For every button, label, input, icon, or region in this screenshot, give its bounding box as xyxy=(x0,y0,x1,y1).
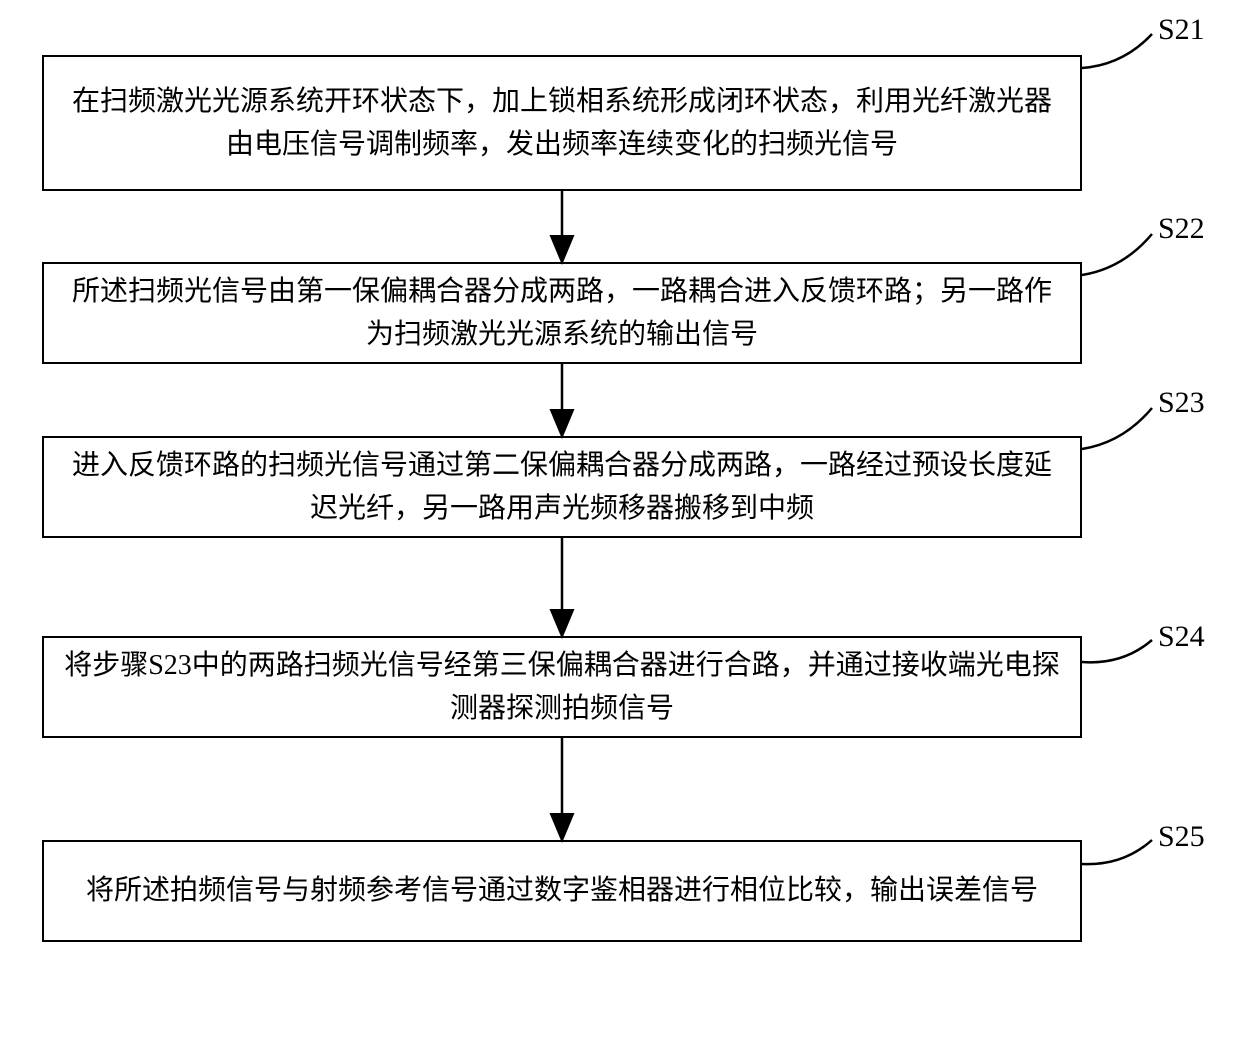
flow-step-s22-text: 所述扫频光信号由第一保偏耦合器分成两路，一路耦合进入反馈环路；另一路作为扫频激光… xyxy=(64,270,1060,357)
callout-S21 xyxy=(1082,34,1152,68)
step-tag-s22: S22 xyxy=(1158,212,1205,246)
callout-S24 xyxy=(1082,640,1152,662)
step-tag-s25: S25 xyxy=(1158,820,1205,854)
step-tag-s24: S24 xyxy=(1158,620,1205,654)
callout-S23 xyxy=(1082,408,1152,449)
flow-step-s21-text: 在扫频激光光源系统开环状态下，加上锁相系统形成闭环状态，利用光纤激光器由电压信号… xyxy=(64,80,1060,167)
flow-step-s23-text: 进入反馈环路的扫频光信号通过第二保偏耦合器分成两路，一路经过预设长度延迟光纤，另… xyxy=(64,444,1060,531)
flow-step-s24: 将步骤S23中的两路扫频光信号经第三保偏耦合器进行合路，并通过接收端光电探测器探… xyxy=(42,636,1082,738)
step-tag-s21: S21 xyxy=(1158,13,1205,47)
flow-step-s21: 在扫频激光光源系统开环状态下，加上锁相系统形成闭环状态，利用光纤激光器由电压信号… xyxy=(42,55,1082,191)
flow-step-s25: 将所述拍频信号与射频参考信号通过数字鉴相器进行相位比较，输出误差信号 xyxy=(42,840,1082,942)
flow-step-s24-text: 将步骤S23中的两路扫频光信号经第三保偏耦合器进行合路，并通过接收端光电探测器探… xyxy=(64,644,1060,731)
callout-S25 xyxy=(1082,840,1152,864)
step-tag-s23: S23 xyxy=(1158,386,1205,420)
flow-step-s22: 所述扫频光信号由第一保偏耦合器分成两路，一路耦合进入反馈环路；另一路作为扫频激光… xyxy=(42,262,1082,364)
callout-S22 xyxy=(1082,234,1152,275)
flow-step-s23: 进入反馈环路的扫频光信号通过第二保偏耦合器分成两路，一路经过预设长度延迟光纤，另… xyxy=(42,436,1082,538)
flow-step-s25-text: 将所述拍频信号与射频参考信号通过数字鉴相器进行相位比较，输出误差信号 xyxy=(86,869,1038,912)
